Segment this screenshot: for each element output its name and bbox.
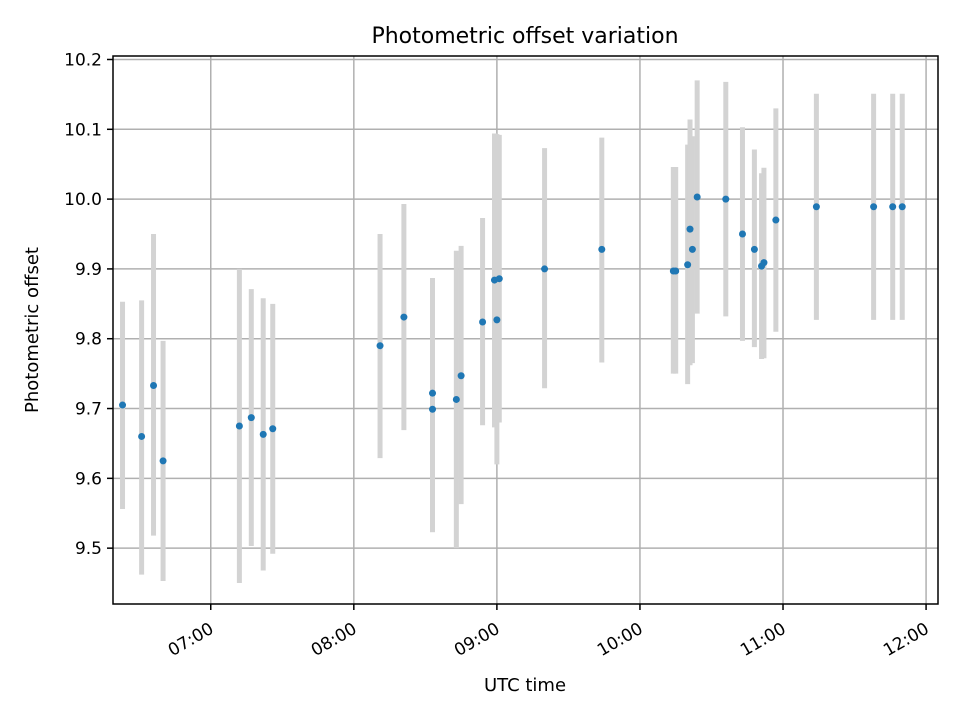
x-tick-label: 08:00: [308, 619, 360, 661]
data-point: [493, 316, 501, 324]
data-point: [150, 381, 158, 389]
data-point: [159, 457, 167, 465]
x-tick-label: 10:00: [594, 619, 646, 661]
y-tick-label: 9.8: [75, 330, 102, 350]
y-axis-ticks: 9.5 9.6 9.7 9.8 9.9 10.0 10.1 10.2: [64, 50, 113, 559]
data-point: [889, 203, 897, 211]
data-point: [693, 193, 701, 201]
y-tick-label: 10.1: [64, 120, 102, 140]
data-point: [686, 225, 694, 233]
chart-title: Photometric offset variation: [371, 24, 678, 49]
x-tick-label: 09:00: [451, 619, 503, 661]
y-tick-label: 9.7: [75, 400, 102, 420]
y-tick-label: 9.5: [75, 539, 102, 559]
data-point: [750, 245, 758, 253]
data-point: [598, 245, 606, 253]
x-tick-label: 11:00: [737, 619, 789, 661]
y-tick-label: 9.6: [75, 469, 102, 489]
plot-area-frame: [112, 55, 939, 605]
data-point: [672, 267, 680, 275]
x-tick-label: 07:00: [165, 619, 217, 661]
data-point: [119, 401, 127, 409]
y-axis-label: Photometric offset: [22, 247, 43, 413]
data-point: [429, 405, 437, 413]
data-point: [429, 389, 437, 397]
data-point: [376, 342, 384, 350]
data-point: [870, 203, 878, 211]
data-point: [898, 203, 906, 211]
y-tick-label: 10.0: [64, 190, 102, 210]
data-point: [259, 430, 267, 438]
data-point: [722, 195, 730, 203]
data-point: [235, 422, 243, 430]
x-axis-label: UTC time: [484, 675, 566, 696]
x-axis-ticks: 07:00 08:00 09:00 10:00 11:00 12:00: [165, 604, 933, 661]
x-tick-label: 12:00: [880, 619, 932, 661]
data-point: [541, 265, 549, 273]
data-point: [812, 203, 820, 211]
data-point: [684, 261, 692, 269]
data-point: [495, 275, 503, 283]
data-point: [772, 216, 780, 224]
data-points: [119, 193, 906, 465]
error-bars: [120, 80, 905, 584]
data-point: [247, 414, 255, 422]
data-point: [452, 395, 460, 403]
y-tick-label: 10.2: [64, 50, 102, 70]
data-point: [138, 432, 146, 440]
data-point: [400, 313, 408, 321]
data-point: [760, 259, 768, 267]
data-point: [738, 230, 746, 238]
y-tick-label: 9.9: [75, 260, 102, 280]
data-point: [269, 425, 277, 433]
data-point: [688, 245, 696, 253]
data-point: [479, 318, 487, 326]
data-point: [457, 372, 465, 380]
